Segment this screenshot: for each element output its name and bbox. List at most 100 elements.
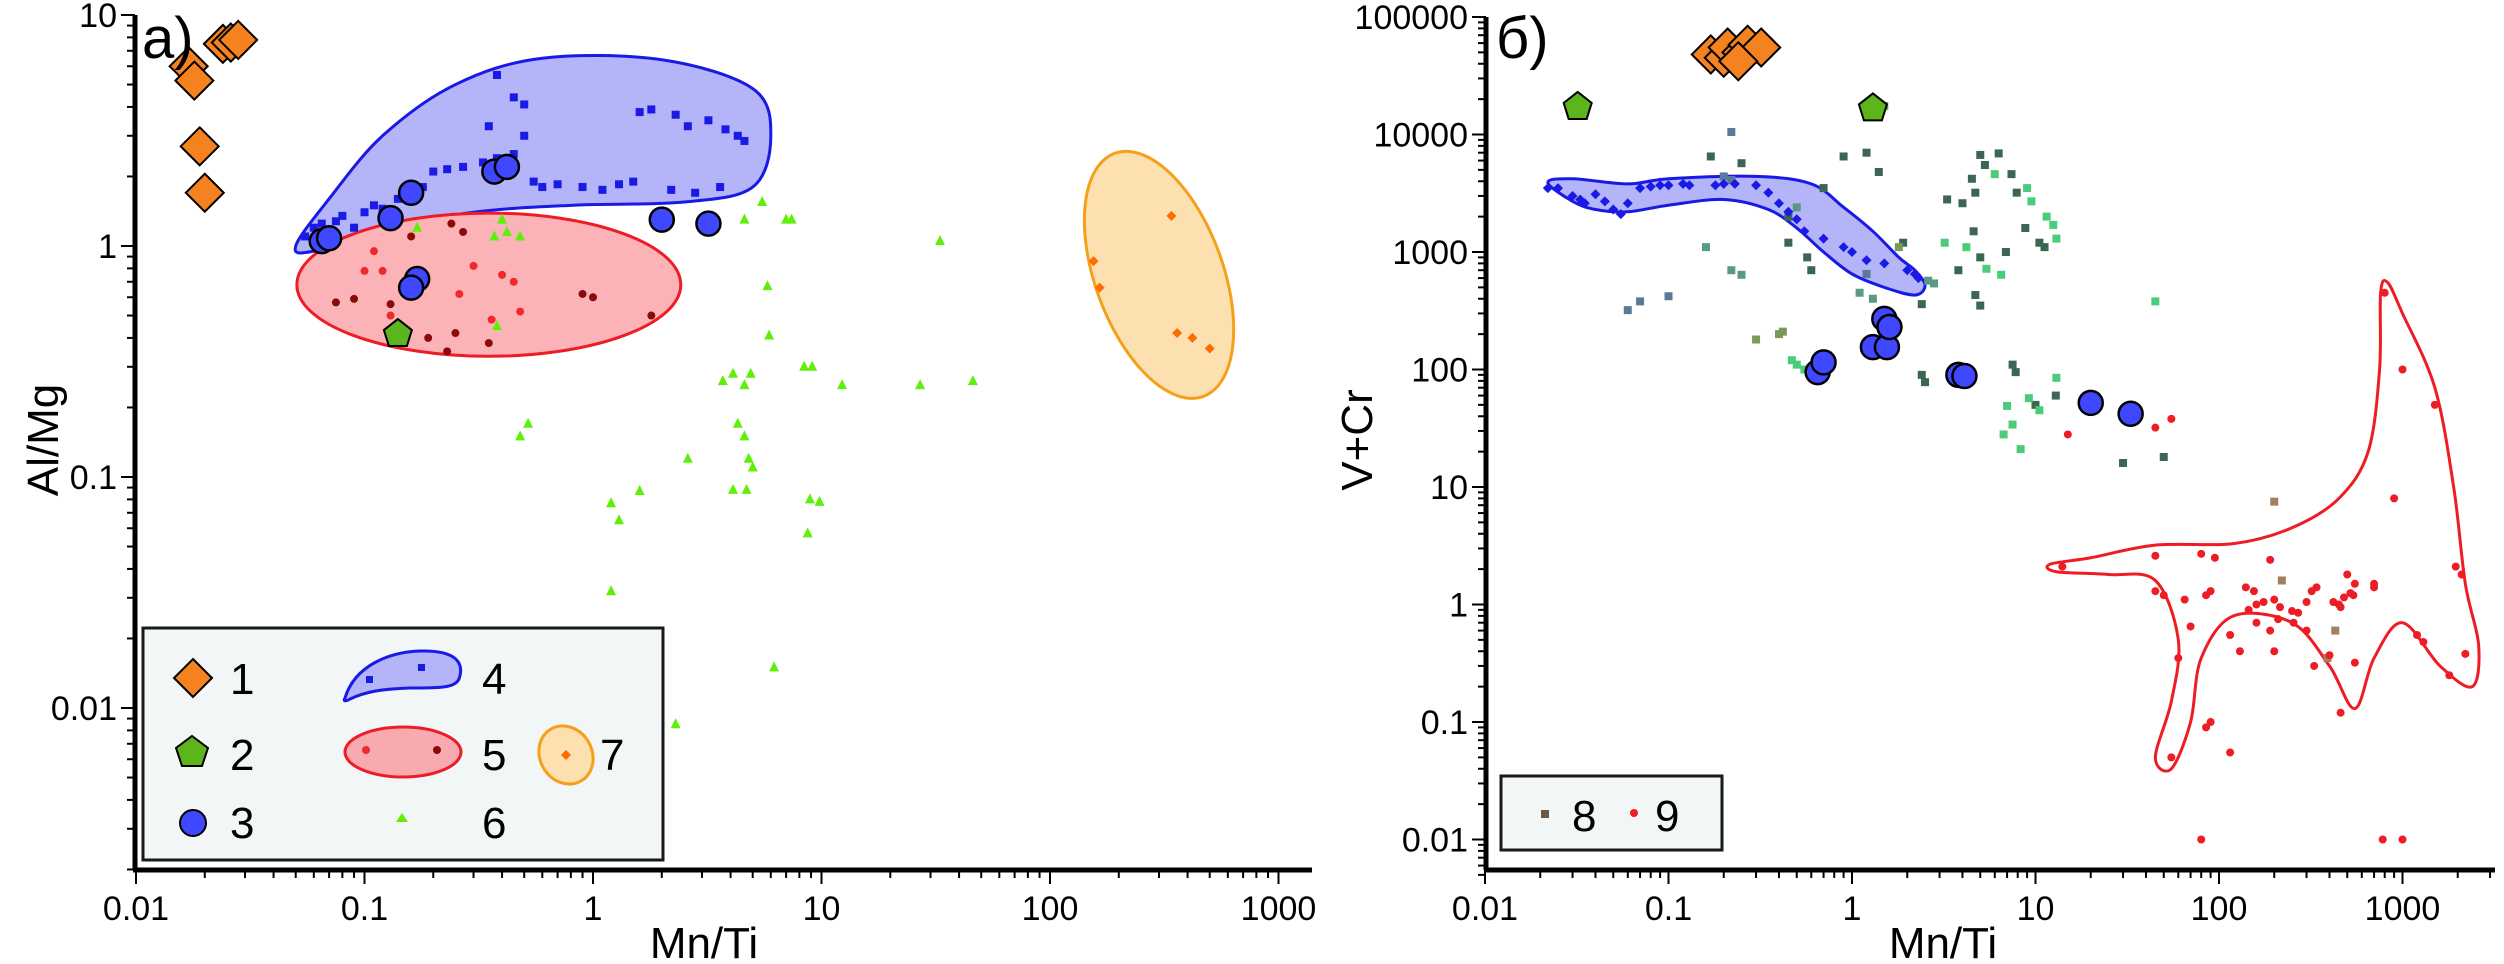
point-series-6	[412, 221, 423, 232]
point-series-6	[728, 483, 739, 494]
point-series-8-light	[1990, 170, 1999, 179]
point-series-3	[648, 206, 676, 233]
square-marker-icon	[1541, 810, 1549, 818]
point-series-9	[2186, 622, 2195, 631]
point-series-3	[2077, 389, 2104, 417]
point-series-4	[635, 108, 644, 117]
point-series-8-teal	[1737, 270, 1746, 279]
point-series-8-dark	[2051, 391, 2060, 400]
point-series-4	[509, 93, 518, 102]
panel-a-ylabel: Al/Mg	[19, 384, 68, 496]
point-series-6	[837, 379, 848, 390]
point-series-4	[1608, 204, 1619, 215]
legend-label-9: 9	[1655, 792, 1679, 841]
point-series-8-teal	[1727, 266, 1736, 275]
point-series-7	[1166, 210, 1177, 221]
panel-a: 0.01 0.1 1 10 100 1000 0.01 0.1 1 10 а) Mn/Ti Al/…	[19, 0, 1316, 964]
series-8-blue	[1623, 128, 1871, 315]
point-series-6	[934, 235, 945, 246]
x-tick-label: 1000	[2365, 890, 2441, 928]
point-series-4	[667, 185, 676, 194]
square-marker-icon	[418, 664, 425, 671]
point-series-8-dark	[1917, 300, 1926, 309]
point-series-9	[2413, 631, 2422, 640]
point-series-4	[338, 211, 347, 220]
point-series-5-light	[369, 247, 378, 256]
legend-label-3: 3	[230, 799, 254, 848]
point-series-8-teal	[1855, 288, 1864, 297]
point-series-8-blue	[1636, 297, 1645, 306]
field-9	[2045, 278, 2481, 773]
pentagon-marker-icon	[174, 734, 210, 767]
point-series-4	[1773, 198, 1784, 209]
panel-b-axes: 0.01 0.1 1 10 100 1000 0.01 0.1 1 10 100 1000 10000 1…	[1355, 0, 2495, 928]
y-tick-label: 0.1	[1421, 704, 1468, 742]
point-series-8-dark	[1803, 253, 1812, 262]
point-series-4	[350, 223, 359, 232]
point-series-8-dark	[1819, 184, 1828, 193]
point-series-8-light	[2035, 406, 2044, 415]
point-series-3	[695, 210, 722, 237]
legend-label-5: 5	[482, 731, 506, 780]
point-series-8-light	[2151, 297, 2160, 306]
point-series-4	[1553, 183, 1564, 194]
point-series-8-light	[2008, 420, 2017, 429]
panel-a-axes: 0.01 0.1 1 10 100 1000 0.01 0.1 1 10	[51, 0, 1317, 928]
point-series-9	[2398, 365, 2407, 374]
point-series-8-dark	[1971, 188, 1980, 197]
point-series-3	[397, 179, 425, 207]
point-series-4	[1622, 198, 1633, 209]
point-series-4	[538, 183, 547, 192]
point-series-4	[1635, 183, 1646, 194]
point-series-5-dark	[386, 300, 395, 309]
x-tick-label: 0.1	[1645, 890, 1692, 928]
point-series-9	[2457, 570, 2466, 579]
point-series-4	[393, 194, 402, 203]
point-series-3	[377, 204, 404, 232]
point-series-6	[764, 329, 775, 340]
point-series-9	[2270, 647, 2279, 656]
point-series-9	[2312, 583, 2321, 592]
point-series-4	[443, 165, 452, 174]
point-series-5-light	[487, 315, 496, 324]
point-series-8-dark	[1994, 149, 2003, 158]
point-series-8-teal	[1930, 279, 1939, 288]
point-series-4	[369, 201, 378, 210]
point-series-6	[807, 360, 818, 371]
point-series-6	[523, 417, 534, 428]
point-series-8-light	[2003, 401, 2012, 410]
point-series-5-dark	[407, 232, 416, 241]
point-series-4	[647, 105, 656, 114]
point-series-6	[741, 483, 752, 494]
series-6	[412, 196, 978, 729]
point-series-9	[2350, 658, 2359, 667]
red-field-icon	[343, 725, 463, 779]
point-series-4	[1615, 209, 1626, 220]
dot-marker-icon	[362, 746, 370, 754]
point-series-6	[501, 225, 512, 236]
triangle-marker-icon	[396, 813, 408, 822]
panel-b-points	[1542, 24, 2470, 844]
point-series-4	[716, 183, 725, 192]
point-series-8-dark	[1967, 174, 1976, 183]
y-tick-label: 10	[79, 0, 117, 35]
panel-a-points	[168, 19, 1215, 729]
point-series-6	[739, 213, 750, 224]
point-series-8-teal	[1924, 276, 1933, 285]
point-series-8-dark	[2159, 453, 2168, 462]
point-series-3	[1951, 362, 1978, 390]
point-series-6	[799, 360, 810, 371]
point-series-9	[2288, 607, 2297, 616]
legend-item-8: 8	[1541, 792, 1596, 841]
point-series-9	[2336, 603, 2345, 612]
panel-a-xlabel: Mn/Ti	[650, 919, 758, 964]
point-series-8-dark	[1899, 238, 1908, 247]
point-series-4	[1579, 198, 1590, 209]
point-series-9	[2226, 631, 2235, 640]
point-series-9	[2430, 400, 2439, 409]
point-series-9	[2310, 661, 2319, 670]
panel-a-label: а)	[142, 6, 194, 71]
point-series-4	[704, 116, 713, 125]
point-series-8-dark	[1921, 378, 1930, 387]
point-series-3	[1876, 313, 1903, 341]
